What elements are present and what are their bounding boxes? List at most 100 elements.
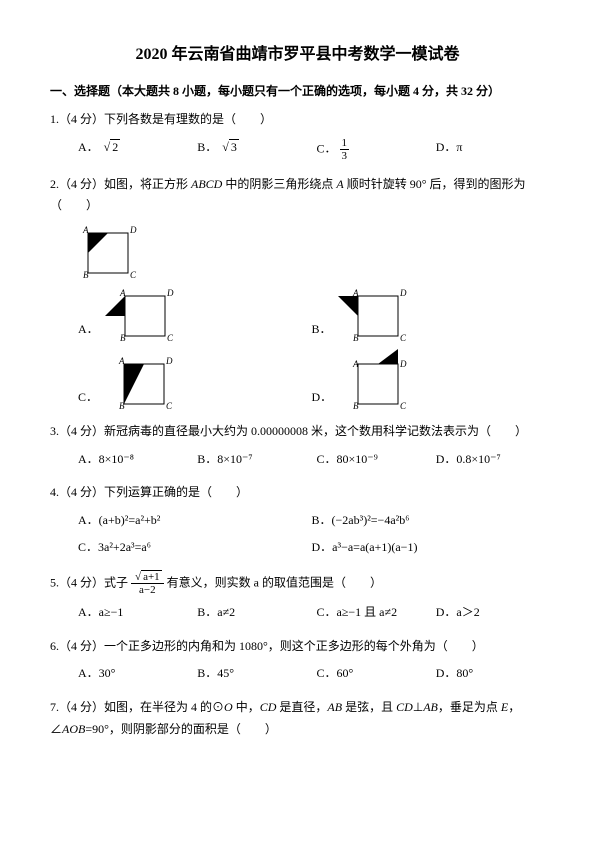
q1-options: A． 2 B． 3 C． 1 3 D．π	[50, 137, 545, 162]
q1-a-val: 2	[110, 139, 120, 154]
q5-opt-c: C．a≥−1 且 a≠2	[317, 602, 426, 624]
q3-opt-a: A．8×10⁻⁸	[78, 449, 187, 471]
q2-opt-a: A． A D B C	[78, 286, 312, 341]
q7-s7: =90°，则阴影部分的面积是（ ）	[85, 722, 277, 736]
q2-c-label: C．	[78, 387, 98, 409]
square-diagram-icon: A D B C	[105, 286, 175, 341]
q1-a-label: A．	[78, 140, 99, 154]
svg-text:D: D	[399, 288, 407, 298]
q6-opt-d: D．80°	[436, 663, 545, 685]
q2-figure: A D B C	[50, 223, 545, 278]
q1-opt-a: A． 2	[78, 137, 187, 162]
q4-opt-a: A．(a+b)²=a²+b²	[78, 510, 312, 532]
q1-c-den: 3	[340, 150, 350, 162]
svg-text:C: C	[400, 401, 407, 409]
sqrt-icon: 2	[102, 137, 121, 159]
q1-b-val: 3	[229, 139, 239, 154]
q5-opt-d: D．a＞2	[436, 602, 545, 624]
fraction: a+1 a−2	[131, 571, 164, 596]
q1-c-label: C．	[317, 141, 337, 155]
q7-s3: 是直径，	[276, 700, 327, 714]
svg-text:B: B	[120, 333, 126, 341]
svg-text:A: A	[352, 288, 359, 298]
svg-text:C: C	[400, 333, 407, 341]
svg-text:D: D	[165, 356, 173, 366]
svg-text:A: A	[118, 356, 125, 366]
q2-options: A． A D B C B． A D B C	[50, 286, 545, 409]
q1-opt-d: D．π	[436, 137, 545, 162]
square-diagram-icon: A D B C	[338, 286, 408, 341]
question-1: 1.（4 分）下列各数是有理数的是（ ） A． 2 B． 3 C． 1 3 D．…	[50, 109, 545, 162]
q3-options: A．8×10⁻⁸ B．8×10⁻⁷ C．80×10⁻⁹ D．0.8×10⁻⁷	[50, 449, 545, 471]
svg-text:A: A	[352, 359, 359, 369]
q2-opt-c: C． A D B C	[78, 349, 312, 409]
svg-text:B: B	[353, 401, 359, 409]
question-4: 4.（4 分）下列运算正确的是（ ） A．(a+b)²=a²+b² B．(−2a…	[50, 482, 545, 559]
square-diagram-icon: A D B C	[78, 223, 138, 278]
q4-opt-b: B．(−2ab³)²=−4a²b⁶	[312, 510, 546, 532]
svg-text:C: C	[167, 333, 174, 341]
exam-title: 2020 年云南省曲靖市罗平县中考数学一模试卷	[50, 40, 545, 64]
q2-a-label: A．	[78, 319, 99, 341]
q2-stem-p2: 中的阴影三角形绕点	[222, 177, 336, 191]
q5-den: a−2	[131, 584, 164, 596]
q4-options: A．(a+b)²=a²+b² B．(−2ab³)²=−4a²b⁶ C．3a²+2…	[50, 510, 545, 559]
q7-s5: ，垂足为点	[438, 700, 501, 714]
sqrt-icon: 3	[220, 137, 239, 159]
svg-text:A: A	[82, 225, 89, 235]
question-6: 6.（4 分）一个正多边形的内角和为 1080°，则这个正多边形的每个外角为（ …	[50, 636, 545, 685]
q6-options: A．30° B．45° C．60° D．80°	[50, 663, 545, 685]
q7-ab2: AB	[423, 700, 438, 714]
q7-s4: 是弦，且	[342, 700, 396, 714]
q2-d-label: D．	[312, 387, 333, 409]
q7-ab: AB	[327, 700, 342, 714]
q7-stem: 7.（4 分）如图，在半径为 4 的⊙O 中，CD 是直径，AB 是弦，且 CD…	[50, 697, 545, 740]
svg-text:A: A	[119, 288, 126, 298]
q3-opt-b: B．8×10⁻⁷	[197, 449, 306, 471]
q2-stem-p1: 2.（4 分）如图，将正方形	[50, 177, 191, 191]
question-2: 2.（4 分）如图，将正方形 ABCD 中的阴影三角形绕点 A 顺时针旋转 90…	[50, 174, 545, 409]
q2-opt-d: D． A D B C	[312, 349, 546, 409]
q5-num: a+1	[131, 571, 164, 584]
q5-stem-p1: 5.（4 分）式子	[50, 575, 128, 589]
square-diagram-icon: A D B C	[338, 349, 408, 409]
q6-opt-b: B．45°	[197, 663, 306, 685]
q5-stem-p2: 有意义，则实数 a 的取值范围是（ ）	[167, 575, 382, 589]
section-1-header: 一、选择题（本大题共 8 小题，每小题只有一个正确的选项，每小题 4 分，共 3…	[50, 82, 545, 99]
question-5: 5.（4 分）式子 a+1 a−2 有意义，则实数 a 的取值范围是（ ） A．…	[50, 571, 545, 624]
q7-s2: 中，	[233, 700, 260, 714]
q4-stem: 4.（4 分）下列运算正确的是（ ）	[50, 482, 545, 504]
q1-stem: 1.（4 分）下列各数是有理数的是（ ）	[50, 109, 545, 131]
q6-opt-c: C．60°	[317, 663, 426, 685]
q7-cd: CD	[260, 700, 277, 714]
svg-text:C: C	[130, 270, 137, 278]
q2-b-label: B．	[312, 319, 332, 341]
q1-opt-c: C． 1 3	[317, 137, 426, 162]
q1-opt-b: B． 3	[197, 137, 306, 162]
q5-options: A．a≥−1 B．a≠2 C．a≥−1 且 a≠2 D．a＞2	[50, 602, 545, 624]
q2-stem: 2.（4 分）如图，将正方形 ABCD 中的阴影三角形绕点 A 顺时针旋转 90…	[50, 174, 545, 217]
svg-text:D: D	[166, 288, 174, 298]
q2-abcd: ABCD	[191, 177, 222, 191]
q3-opt-c: C．80×10⁻⁹	[317, 449, 426, 471]
fraction: 1 3	[340, 137, 350, 162]
q3-stem: 3.（4 分）新冠病毒的直径最小大约为 0.00000008 米，这个数用科学记…	[50, 421, 545, 443]
q2-a: A	[336, 177, 343, 191]
q7-cd2: CD	[396, 700, 413, 714]
svg-text:D: D	[129, 225, 137, 235]
square-diagram-icon: A D B C	[104, 354, 174, 409]
q7-o: O	[224, 700, 233, 714]
q4-opt-d: D．a³−a=a(a+1)(a−1)	[312, 537, 546, 559]
q1-c-num: 1	[340, 137, 350, 150]
q3-opt-d: D．0.8×10⁻⁷	[436, 449, 545, 471]
q6-opt-a: A．30°	[78, 663, 187, 685]
svg-text:D: D	[399, 359, 407, 369]
q1-b-label: B．	[197, 140, 217, 154]
svg-text:B: B	[83, 270, 89, 278]
question-3: 3.（4 分）新冠病毒的直径最小大约为 0.00000008 米，这个数用科学记…	[50, 421, 545, 470]
q7-perp: ⊥	[413, 700, 423, 714]
sqrt-icon: a+1	[133, 571, 162, 583]
q5-opt-b: B．a≠2	[197, 602, 306, 624]
svg-text:B: B	[353, 333, 359, 341]
question-7: 7.（4 分）如图，在半径为 4 的⊙O 中，CD 是直径，AB 是弦，且 CD…	[50, 697, 545, 740]
